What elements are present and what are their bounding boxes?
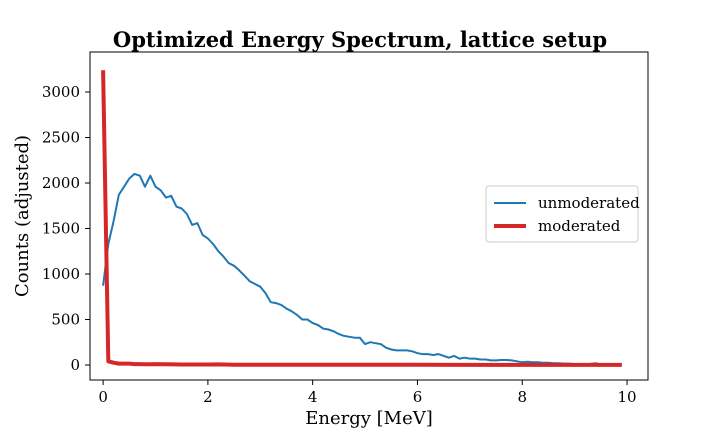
x-tick-label: 8 — [517, 388, 527, 406]
x-tick-label: 4 — [308, 388, 318, 406]
y-tick-label: 2000 — [42, 174, 80, 192]
y-axis-label: Counts (adjusted) — [12, 135, 33, 297]
y-tick-label: 3000 — [42, 83, 80, 101]
y-tick-label: 1500 — [42, 220, 80, 238]
y-axis-ticks: 0 500 1000 1500 2000 2500 3000 — [42, 83, 90, 374]
x-axis-ticks: 0 2 4 6 8 10 — [98, 380, 637, 406]
series-line-moderated — [101, 70, 622, 367]
plot-area — [101, 70, 622, 367]
plot-frame — [89, 51, 649, 381]
legend-label-moderated: moderated — [538, 217, 621, 235]
legend: unmoderated moderated — [485, 185, 640, 243]
x-axis-label: Energy [MeV] — [305, 408, 433, 429]
x-tick-label: 2 — [203, 388, 213, 406]
y-tick-label: 0 — [70, 356, 80, 374]
x-tick-label: 0 — [98, 388, 108, 406]
x-tick-label: 6 — [413, 388, 423, 406]
y-tick-label: 500 — [51, 310, 80, 328]
x-tick-label: 10 — [617, 388, 636, 406]
series-line-unmoderated — [102, 172, 622, 366]
y-tick-label: 2500 — [42, 129, 80, 147]
y-tick-label: 1000 — [42, 265, 80, 283]
chart-title: Optimized Energy Spectrum, lattice setup — [113, 27, 607, 52]
legend-label-unmoderated: unmoderated — [538, 194, 640, 212]
